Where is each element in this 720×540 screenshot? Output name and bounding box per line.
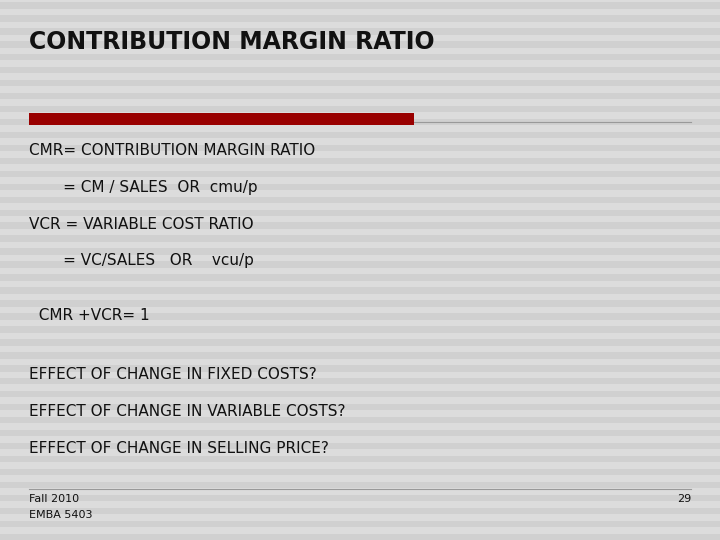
Text: 29: 29: [677, 494, 691, 504]
Bar: [0, 145, 720, 151]
Bar: [0, 417, 720, 423]
Bar: [0, 171, 720, 177]
Bar: [0, 106, 720, 112]
Bar: [0, 261, 720, 268]
Text: CMR +VCR= 1: CMR +VCR= 1: [29, 308, 150, 323]
Text: Fall 2010: Fall 2010: [29, 494, 79, 504]
Bar: [0, 15, 720, 22]
Bar: [0, 287, 720, 294]
Bar: [0, 93, 720, 99]
Bar: [0, 274, 720, 281]
Bar: [0, 430, 720, 436]
Bar: [0, 534, 720, 540]
Text: VCR = VARIABLE COST RATIO: VCR = VARIABLE COST RATIO: [29, 217, 253, 232]
Text: CONTRIBUTION MARGIN RATIO: CONTRIBUTION MARGIN RATIO: [29, 30, 434, 53]
Bar: [0, 28, 720, 35]
Text: EMBA 5403: EMBA 5403: [29, 510, 92, 521]
Bar: [0, 235, 720, 242]
Bar: [0, 132, 720, 138]
Bar: [0, 456, 720, 462]
Bar: [0, 495, 720, 501]
Bar: [0, 158, 720, 164]
Bar: [0, 469, 720, 475]
Bar: [0, 339, 720, 346]
Bar: [0, 365, 720, 372]
Bar: [0, 184, 720, 190]
Bar: [0, 54, 720, 60]
Bar: [0, 248, 720, 255]
Text: EFFECT OF CHANGE IN VARIABLE COSTS?: EFFECT OF CHANGE IN VARIABLE COSTS?: [29, 404, 346, 419]
Bar: [0, 41, 720, 48]
Bar: [0, 67, 720, 73]
Bar: [0, 222, 720, 229]
Bar: [0, 521, 720, 527]
Bar: [0, 80, 720, 86]
Text: EFFECT OF CHANGE IN SELLING PRICE?: EFFECT OF CHANGE IN SELLING PRICE?: [29, 441, 328, 456]
Bar: [0, 2, 720, 9]
Bar: [0, 119, 720, 125]
Bar: [0, 300, 720, 307]
Text: EFFECT OF CHANGE IN FIXED COSTS?: EFFECT OF CHANGE IN FIXED COSTS?: [29, 367, 317, 382]
Bar: [29, 113, 414, 125]
Text: CMR= CONTRIBUTION MARGIN RATIO: CMR= CONTRIBUTION MARGIN RATIO: [29, 143, 315, 158]
Bar: [0, 443, 720, 449]
Text: = CM / SALES  OR  cmu/p: = CM / SALES OR cmu/p: [29, 180, 258, 195]
Bar: [0, 378, 720, 384]
Bar: [0, 508, 720, 514]
Bar: [0, 313, 720, 320]
Bar: [0, 326, 720, 333]
Text: = VC/SALES   OR    vcu/p: = VC/SALES OR vcu/p: [29, 253, 253, 268]
Bar: [0, 197, 720, 203]
Bar: [0, 210, 720, 216]
Bar: [0, 352, 720, 359]
Bar: [0, 404, 720, 410]
Bar: [0, 482, 720, 488]
Bar: [0, 391, 720, 397]
